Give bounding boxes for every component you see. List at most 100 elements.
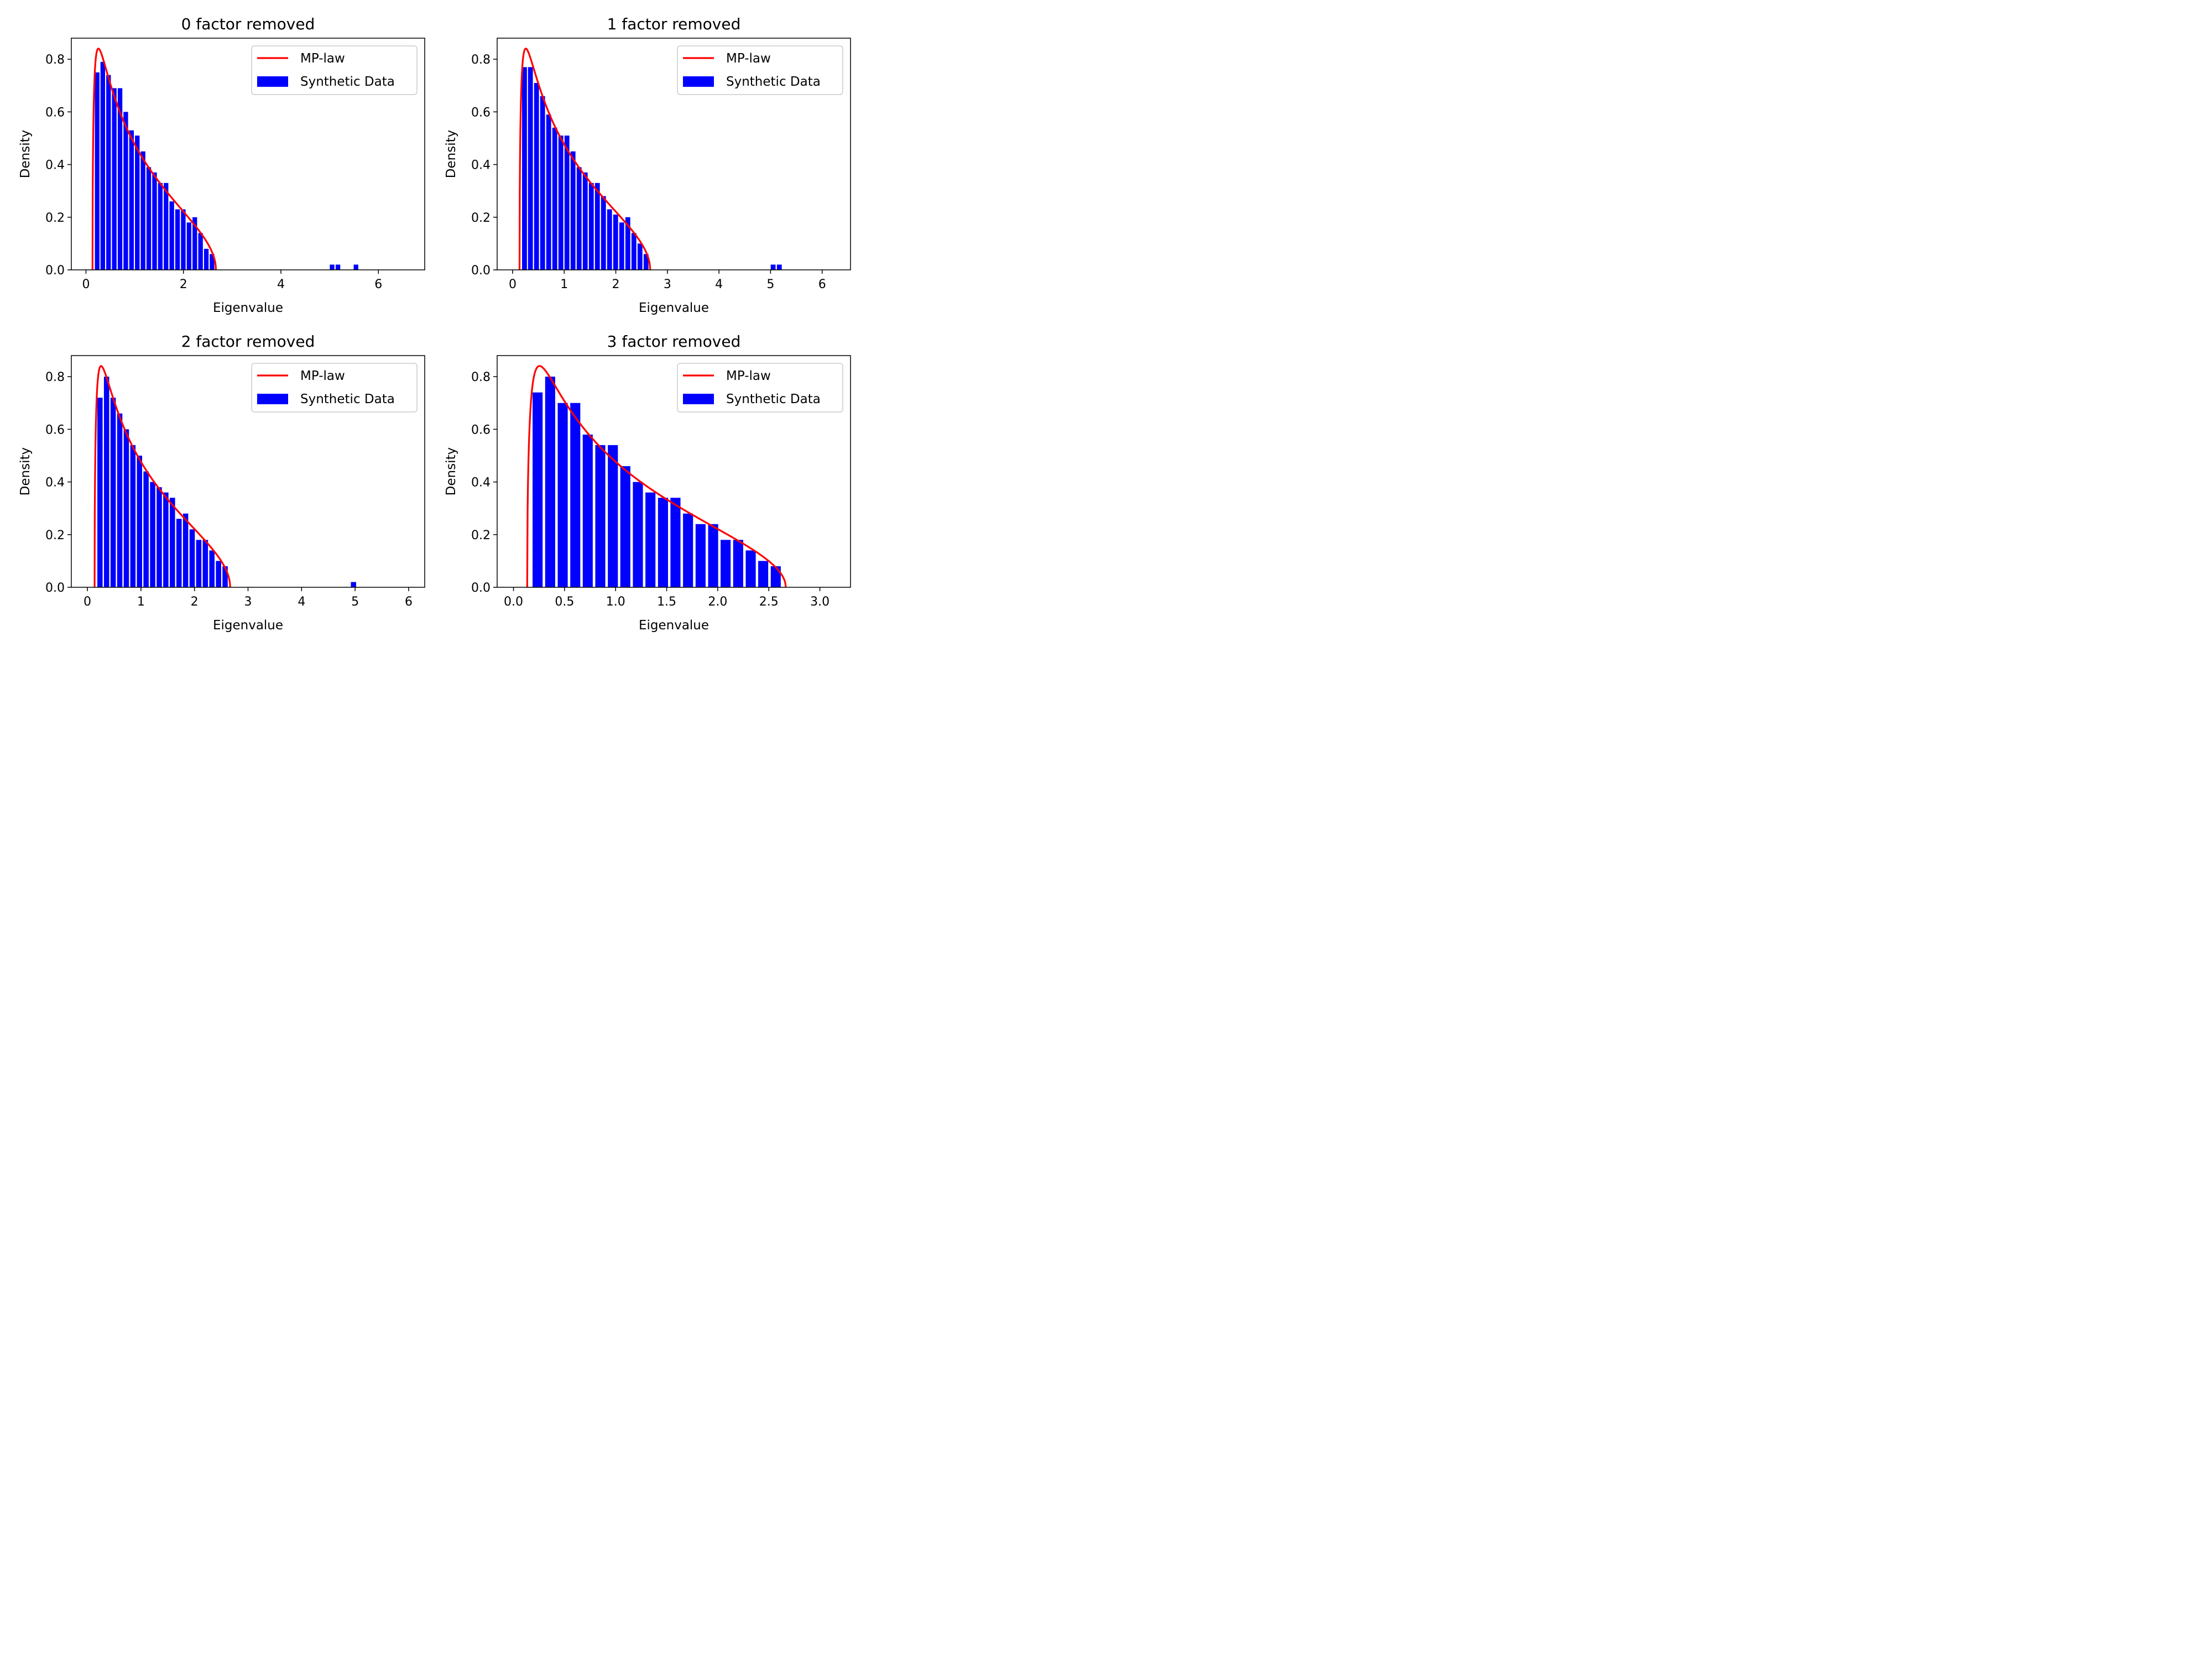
- histogram-bar: [222, 566, 228, 587]
- histogram-bar: [146, 167, 152, 270]
- histogram-bar: [670, 498, 681, 587]
- histogram-bar: [552, 127, 557, 270]
- histogram-bar: [708, 524, 718, 587]
- axes-frame: [71, 38, 425, 270]
- y-tick-label: 0.8: [45, 371, 65, 384]
- x-tick-label: 6: [405, 595, 413, 609]
- y-tick-label: 0.4: [45, 159, 65, 173]
- x-tick-label: 4: [277, 278, 285, 291]
- subplot-0: 0 factor removed 0 2 4 6 0.0 0.2 0.4 0.6 0.8 Eigen…: [18, 15, 425, 315]
- histogram-bar: [534, 82, 539, 270]
- histogram-bar: [169, 201, 174, 270]
- histogram-bar: [143, 471, 149, 587]
- histogram-bar: [135, 135, 140, 270]
- x-tick-label: 1: [137, 595, 145, 609]
- histogram-bar: [192, 217, 197, 270]
- histogram-bar: [608, 445, 618, 587]
- mp-law-line: [91, 48, 217, 270]
- histogram-bar: [645, 492, 656, 587]
- histogram-bar: [117, 413, 123, 587]
- histogram-bar: [620, 466, 630, 587]
- legend-label: Synthetic Data: [300, 75, 395, 89]
- subplot-title: 2 factor removed: [181, 332, 315, 351]
- histogram-bar: [129, 130, 134, 270]
- histogram-bar: [619, 222, 624, 270]
- y-axis-label: Density: [18, 447, 33, 495]
- histogram-bar: [189, 529, 195, 587]
- y-tick-label: 0.2: [45, 529, 65, 542]
- histogram-bar: [216, 561, 221, 587]
- histogram-bar: [546, 114, 551, 270]
- histogram-bar: [196, 540, 202, 587]
- histogram-bar: [204, 248, 209, 270]
- legend: MP-law Synthetic Data: [251, 45, 418, 95]
- histogram-bar: [140, 151, 145, 270]
- histogram-bar: [637, 243, 643, 270]
- legend-bar-swatch: [683, 394, 714, 404]
- x-tick-label: 3: [664, 278, 671, 291]
- histogram-bar: [658, 498, 668, 587]
- mp-law-line: [93, 365, 231, 587]
- histogram-bar: [557, 403, 568, 587]
- histogram-bar: [770, 566, 781, 587]
- subplot-1: 1 factor removed 0 1 2 3 4 5 6 0.0 0.2 0.4 0.6 0.8 Ei…: [444, 15, 851, 315]
- histogram-bar: [558, 135, 564, 270]
- y-tick-label: 0.8: [45, 53, 65, 67]
- mp-law-line: [518, 48, 651, 270]
- y-tick-label: 0.6: [45, 106, 65, 119]
- histogram-bar: [164, 182, 169, 270]
- histogram-bar: [181, 209, 186, 270]
- y-tick-label: 0.0: [45, 264, 65, 278]
- y-tick-label: 0.8: [471, 53, 491, 67]
- y-tick-label: 0.4: [45, 476, 65, 490]
- histogram-bar: [582, 172, 588, 270]
- histogram-bar: [186, 222, 192, 270]
- subplot-title: 1 factor removed: [607, 15, 741, 33]
- histogram-bar: [721, 540, 731, 587]
- x-tick-label: 5: [351, 595, 359, 609]
- y-tick-label: 0.2: [471, 529, 491, 542]
- histogram-bar: [633, 482, 643, 587]
- histogram-bar: [198, 233, 203, 270]
- histogram-bar: [152, 172, 157, 270]
- y-axis-label: Density: [18, 130, 33, 178]
- legend-bar-swatch: [257, 76, 288, 87]
- histogram-bar: [545, 377, 555, 587]
- histogram-bar: [123, 429, 129, 587]
- histogram-bar: [182, 513, 189, 587]
- histogram-bar: [209, 550, 215, 587]
- histogram-bar: [745, 550, 756, 587]
- histogram-bar: [540, 96, 545, 270]
- x-tick-label: 3.0: [810, 595, 830, 609]
- histogram-bar: [351, 582, 356, 587]
- x-tick-label: 6: [818, 278, 826, 291]
- histogram-bar: [595, 445, 606, 587]
- y-axis-label: Density: [444, 447, 458, 495]
- x-tick-label: 1.5: [657, 595, 676, 609]
- y-tick-label: 0.0: [471, 264, 491, 278]
- histogram-bar: [123, 112, 128, 270]
- x-tick-label: 2.5: [759, 595, 779, 609]
- legend: MP-law Synthetic Data: [251, 363, 418, 413]
- histogram-bar: [170, 498, 175, 587]
- axes-frame: [497, 38, 851, 270]
- histogram-bar: [112, 88, 117, 270]
- subplot-3: 3 factor removed 0.0 0.5 1.0 1.5 2.0 2.5 3.0 0.0…: [444, 332, 851, 633]
- legend-frame: [677, 45, 843, 95]
- histogram-bar: [330, 264, 335, 270]
- histogram-bar: [117, 88, 123, 270]
- x-tick-label: 0: [509, 278, 517, 291]
- histogram-bar: [176, 519, 182, 587]
- histogram-bar: [533, 392, 543, 587]
- bar-series: [91, 48, 358, 270]
- bar-series: [526, 365, 787, 587]
- histogram-bar: [607, 209, 612, 270]
- x-tick-label: 3: [244, 595, 252, 609]
- legend: MP-law Synthetic Data: [677, 45, 843, 95]
- legend-label: MP-law: [726, 369, 771, 383]
- x-tick-label: 1.0: [606, 595, 625, 609]
- histogram-bar: [150, 482, 155, 587]
- x-tick-label: 2: [612, 278, 620, 291]
- x-tick-label: 1: [560, 278, 568, 291]
- x-tick-label: 0.5: [555, 595, 574, 609]
